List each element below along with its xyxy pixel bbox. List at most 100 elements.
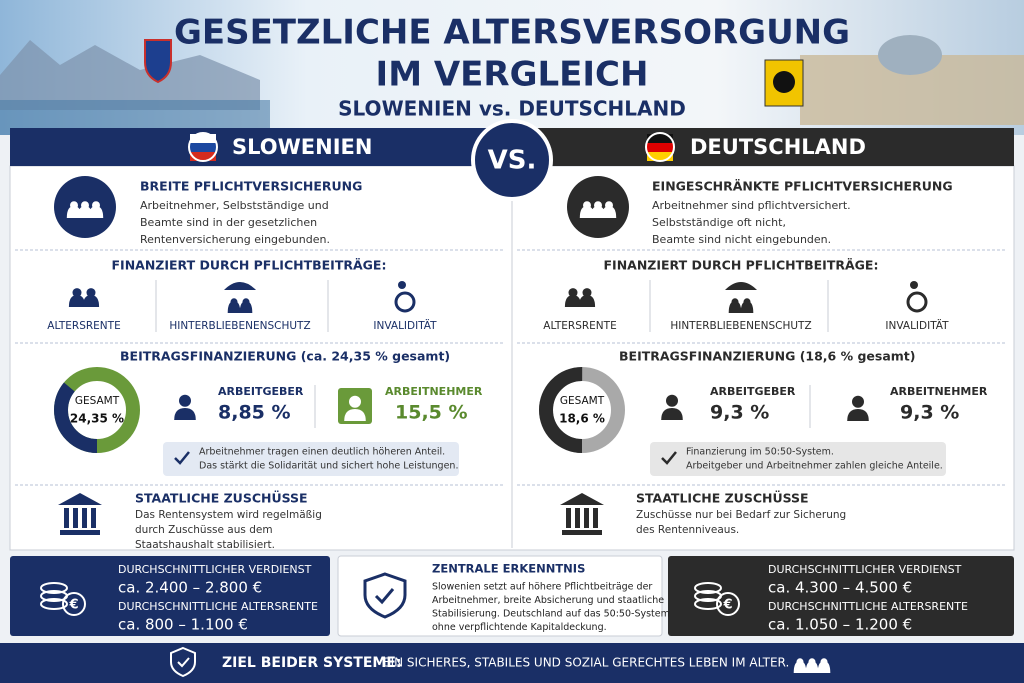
insight-box: [337, 555, 663, 637]
reichstag-dome: [878, 35, 942, 75]
note-text: Arbeitnehmer tragen einen deutlich höher…: [199, 447, 445, 458]
family-icon-body: [740, 301, 754, 313]
employee-icon-head: [852, 395, 864, 408]
note-text: Arbeitgeber und Arbeitnehmer zahlen glei…: [686, 461, 943, 472]
donut-value: 24,35 %: [70, 412, 124, 426]
note-box: [163, 442, 459, 476]
section-text: Rentenversicherung eingebunden.: [140, 233, 330, 246]
vs-badge: [471, 119, 553, 201]
wheelchair-head: [398, 281, 406, 289]
item-label: INVALIDITÄT: [373, 319, 437, 332]
employer-icon-body: [174, 408, 196, 420]
summary-box: [10, 556, 330, 636]
donut-part: [54, 367, 140, 453]
bank-column: [566, 508, 571, 528]
section-text: Arbeitnehmer, Selbstständige und: [140, 199, 329, 212]
check-icon: [174, 451, 190, 465]
flag-ring: [188, 132, 218, 162]
donut-value: 18,6 %: [559, 412, 605, 426]
section-text: Beamte sind in der gesetzlichen: [140, 216, 317, 229]
coin-icon: [694, 598, 722, 610]
slovenia-coat: [144, 39, 172, 84]
bank-column: [584, 508, 589, 528]
footer-family-icon-body: [805, 661, 819, 673]
footer-text: EIN SICHERES, STABILES UND SOZIAL GERECH…: [383, 656, 789, 670]
bank-icon: [58, 493, 102, 535]
wheelchair-icon: [906, 291, 928, 313]
note-text: Das stärkt die Solidarität und sichert h…: [199, 461, 458, 472]
insight-text: Slowenien setzt auf höhere Pflichtbeiträ…: [432, 582, 652, 593]
bank-column: [82, 508, 87, 528]
item-label: HINTERBLIEBENENSCHUTZ: [169, 320, 310, 332]
employee-icon-head: [349, 395, 361, 408]
title: GESETZLICHE ALTERSVERSORGUNG: [174, 13, 850, 53]
bank-column: [593, 508, 598, 528]
section-title: BEITRAGSFINANZIERUNG (18,6 % gesamt): [619, 349, 916, 364]
flag-stripe: [647, 143, 673, 152]
group-icon-body: [579, 206, 595, 218]
elderly-icon-head: [72, 288, 82, 298]
umbrella-icon: [725, 282, 757, 290]
eagle: [773, 71, 795, 93]
item-label: ALTERSRENTE: [47, 320, 120, 332]
note-box: [650, 442, 946, 476]
footer-family-icon-body: [793, 661, 807, 673]
title: IM VERGLEICH: [376, 55, 649, 95]
insight-text: Stabilisierung. Deutschland auf das 50:5…: [432, 609, 670, 620]
coin-icon: [694, 582, 722, 594]
shield-icon: [363, 572, 407, 619]
summary-label: DURCHSCHNITTLICHER VERDIENST: [118, 563, 312, 576]
section-title: FINANZIERT DURCH PFLICHTBEITRÄGE:: [604, 258, 879, 273]
subtitle: SLOWENIEN vs. DEUTSCHLAND: [338, 97, 686, 121]
footer-shield: [170, 646, 196, 678]
euro-sign: €: [722, 598, 732, 613]
footer-check: [177, 657, 190, 668]
bank-column: [64, 508, 69, 528]
summary-label: DURCHSCHNITTLICHE ALTERSRENTE: [768, 600, 968, 613]
group-icon-body: [88, 206, 104, 218]
coin-icon: [40, 582, 68, 594]
footer-label: ZIEL BEIDER SYSTEME:: [222, 655, 402, 671]
flag-stripe: [190, 152, 216, 161]
employee-icon-body: [344, 409, 366, 421]
country-name: SLOWENIEN: [232, 135, 372, 159]
flag-stripe: [190, 143, 216, 152]
mountains: [0, 40, 260, 110]
footer-family-icon-body: [817, 661, 831, 673]
section-text: Zuschüsse nur bei Bedarf zur Sicherung: [636, 509, 846, 521]
employee-icon-body: [847, 409, 869, 421]
flag-ring: [645, 132, 675, 162]
umbrella-icon: [224, 282, 256, 290]
donut-part: [539, 367, 625, 453]
summary-label: DURCHSCHNITTLICHE ALTERSRENTE: [118, 600, 318, 613]
elderly-icon-body: [564, 295, 582, 307]
elderly-icon-body: [68, 295, 86, 307]
item-label: INVALIDITÄT: [885, 319, 949, 332]
group-icon-body: [601, 206, 617, 218]
section-title: STAATLICHE ZUSCHÜSSE: [636, 491, 809, 506]
donut-label: GESAMT: [560, 395, 605, 407]
summary-label: DURCHSCHNITTLICHER VERDIENST: [768, 563, 962, 576]
elderly-icon-head: [568, 288, 578, 298]
employee-value: 15,5 %: [395, 402, 468, 424]
country-name: DEUTSCHLAND: [690, 135, 866, 159]
employer-label: ARBEITGEBER: [710, 385, 796, 398]
bank-column: [73, 508, 78, 528]
item-label: ALTERSRENTE: [543, 320, 616, 332]
euro-coin: [62, 592, 86, 616]
section-title: STAATLICHE ZUSCHÜSSE: [135, 491, 308, 506]
section-text: des Rentenniveaus.: [636, 524, 739, 536]
insight-text: Arbeitnehmer, breite Absicherung und sta…: [432, 595, 664, 606]
employee-label: ARBEITNEHMER: [890, 385, 988, 398]
euro-sign: €: [68, 598, 78, 613]
employee-value: 9,3 %: [900, 402, 959, 424]
coin-icon: [40, 598, 68, 610]
summary-value: ca. 4.300 – 4.500 €: [768, 579, 912, 597]
elderly-icon-body: [82, 295, 100, 307]
wheelchair-head: [910, 281, 918, 289]
section-title: BREITE PFLICHTVERSICHERUNG: [140, 179, 362, 194]
summary-value: ca. 800 – 1.100 €: [118, 616, 248, 634]
group-icon-body: [66, 206, 82, 218]
